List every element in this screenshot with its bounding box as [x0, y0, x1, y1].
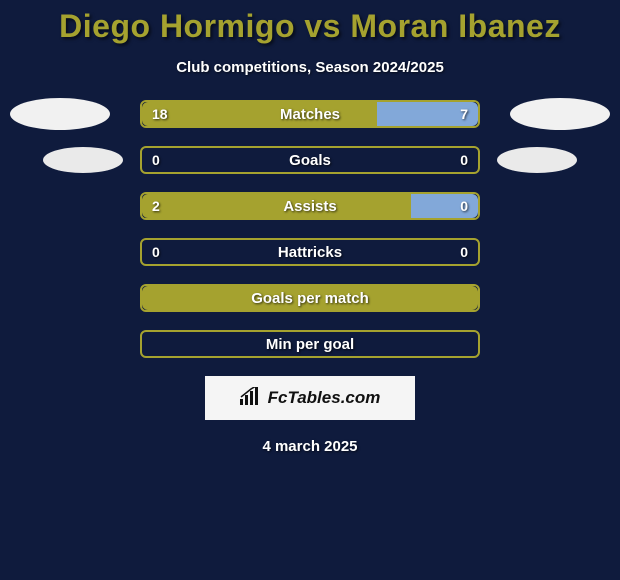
stat-label: Goals per match	[142, 290, 478, 307]
stat-bar: Goals per match	[140, 284, 480, 312]
stat-label: Min per goal	[142, 336, 478, 353]
comparison-row: 00Goals	[0, 146, 620, 174]
page-subtitle: Club competitions, Season 2024/2025	[0, 59, 620, 76]
comparison-row: 187Matches	[0, 100, 620, 128]
comparison-rows: 187Matches 00Goals 20Assists 00Hattricks Goa…	[0, 100, 620, 358]
player-oval-left	[43, 147, 123, 173]
player-oval-right	[510, 98, 610, 130]
stat-bar: Min per goal	[140, 330, 480, 358]
stat-label: Goals	[142, 152, 478, 169]
player-oval-left	[10, 98, 110, 130]
chart-icon	[240, 387, 262, 410]
comparison-row: Goals per match	[0, 284, 620, 312]
player-oval-right	[497, 147, 577, 173]
page-title: Diego Hormigo vs Moran Ibanez	[0, 8, 620, 45]
stat-bar: 00Goals	[140, 146, 480, 174]
comparison-row: 00Hattricks	[0, 238, 620, 266]
comparison-row: Min per goal	[0, 330, 620, 358]
logo-text: FcTables.com	[268, 388, 381, 408]
date-label: 4 march 2025	[0, 438, 620, 455]
stat-bar: 00Hattricks	[140, 238, 480, 266]
logo-box: FcTables.com	[205, 376, 415, 420]
stat-label: Assists	[142, 198, 478, 215]
comparison-row: 20Assists	[0, 192, 620, 220]
stat-bar: 20Assists	[140, 192, 480, 220]
stat-label: Matches	[142, 106, 478, 123]
stat-label: Hattricks	[142, 244, 478, 261]
stat-bar: 187Matches	[140, 100, 480, 128]
